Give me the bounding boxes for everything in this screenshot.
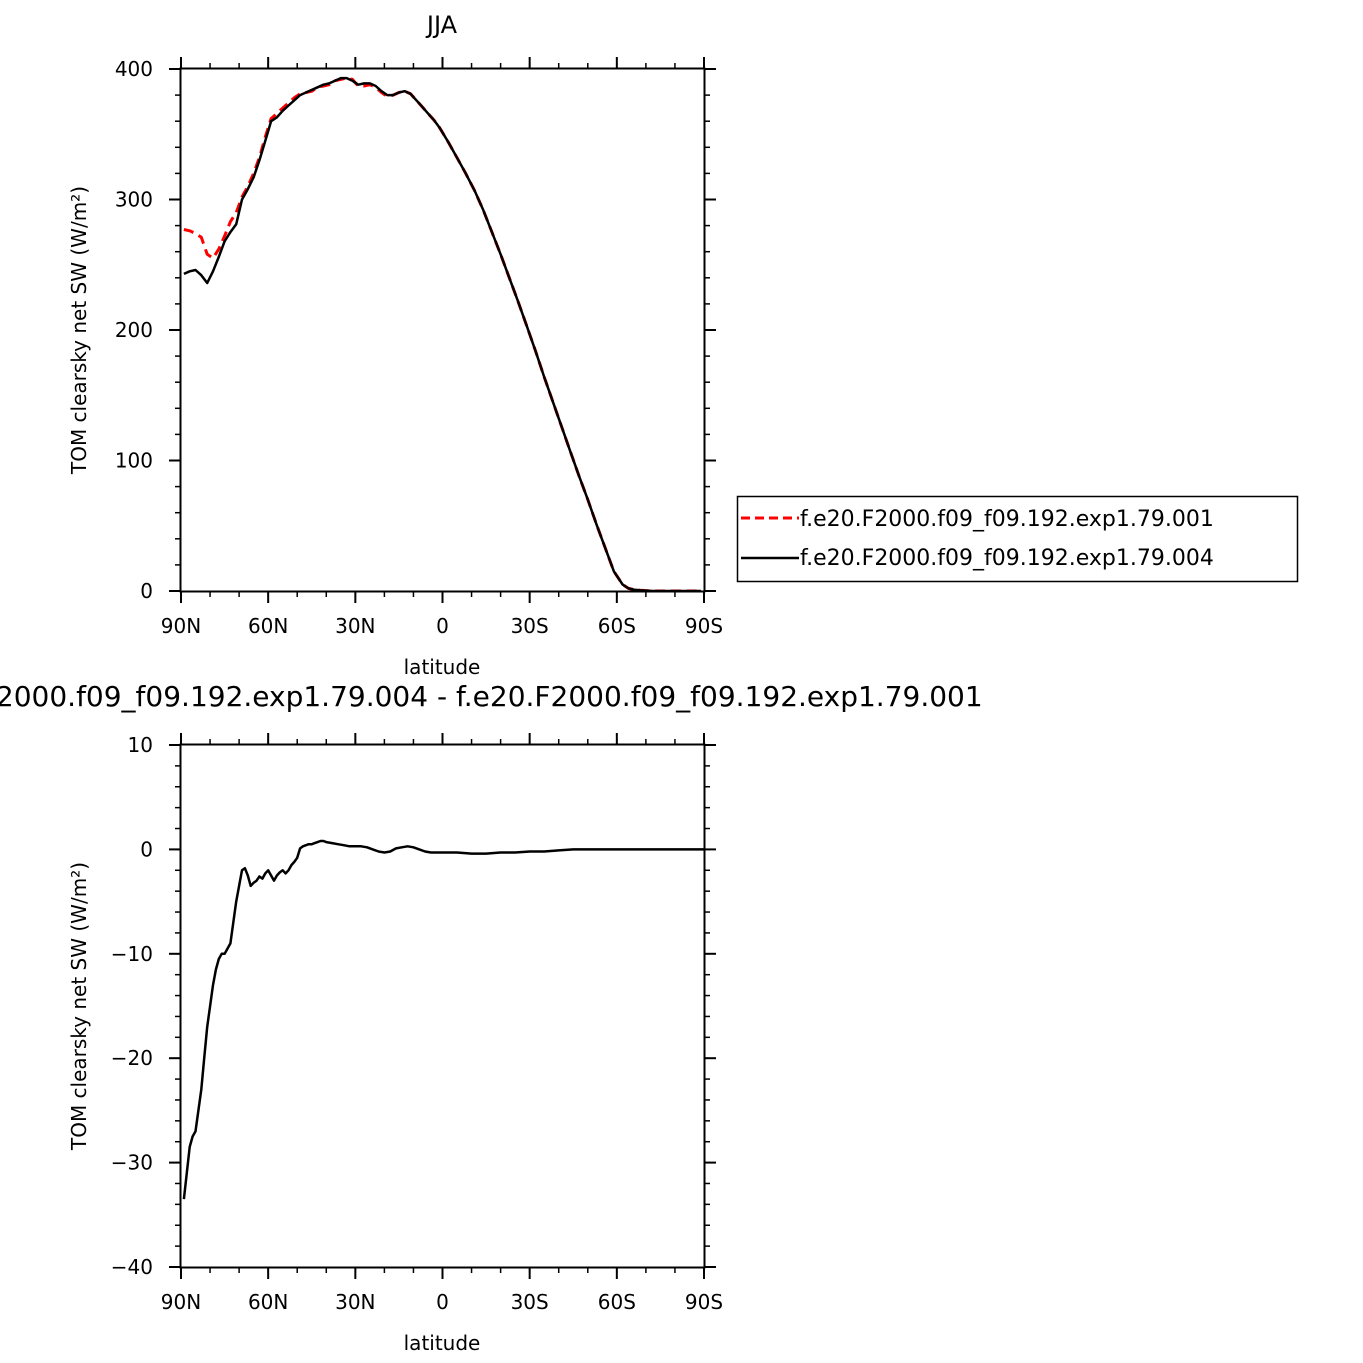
bottom-xtick-label: 90S <box>685 1290 723 1314</box>
top-ytick-label: 0 <box>140 579 153 603</box>
bottom-xtick-label: 30N <box>335 1290 375 1314</box>
bottom-chart-title: f.e20.F2000.f09_f09.192.exp1.79.004 - f.… <box>0 680 983 713</box>
top-xtick-label: 90S <box>685 614 723 638</box>
bottom-xtick-label: 60S <box>598 1290 636 1314</box>
top-xtick-label: 90N <box>161 614 201 638</box>
bottom-axis-ticks: 90N 60N 30N 0 30S 60S 90S −40 −30 −20 −10 0 10 <box>111 733 723 1314</box>
bottom-xtick-label: 90N <box>161 1290 201 1314</box>
top-chart-title: JJA <box>425 11 458 39</box>
top-panel: JJA 90N 60N 30N 0 30S 60S 90S 0 100 200 300 400 lat… <box>67 11 723 679</box>
bottom-xaxis-label: latitude <box>404 1331 481 1355</box>
bottom-ytick-label: −20 <box>111 1046 153 1070</box>
bottom-data-lines <box>182 839 704 1200</box>
bottom-yaxis-label: TOM clearsky net SW (W/m²) <box>67 862 91 1151</box>
top-data-lines <box>183 76 702 593</box>
top-ytick-label: 300 <box>115 188 153 212</box>
top-plot-frame <box>179 67 706 593</box>
legend-label-series-2: f.e20.F2000.f09_f09.192.exp1.79.004 <box>800 546 1214 571</box>
legend-box <box>736 495 1299 583</box>
bottom-ytick-label: −40 <box>111 1255 153 1279</box>
top-ytick-label: 400 <box>115 57 153 81</box>
bottom-plot-frame <box>179 743 706 1269</box>
top-yaxis-label: TOM clearsky net SW (W/m²) <box>67 186 91 475</box>
top-axis-ticks: 90N 60N 30N 0 30S 60S 90S 0 100 200 300 400 <box>115 57 723 638</box>
top-xtick-label: 30S <box>511 614 549 638</box>
bottom-xtick-label: 0 <box>436 1290 449 1314</box>
bottom-panel: f.e20.F2000.f09_f09.192.exp1.79.004 - f.… <box>0 680 983 1355</box>
top-ytick-label: 200 <box>115 318 153 342</box>
bottom-ytick-label: 10 <box>128 733 153 757</box>
legend-label-series-1: f.e20.F2000.f09_f09.192.exp1.79.001 <box>800 507 1214 532</box>
top-series-line-2 <box>183 76 702 593</box>
top-ytick-label: 100 <box>115 449 153 473</box>
top-xtick-label: 60S <box>598 614 636 638</box>
top-xaxis-label: latitude <box>404 655 481 679</box>
bottom-xtick-label: 60N <box>248 1290 288 1314</box>
bottom-ytick-label: −30 <box>111 1151 153 1175</box>
bottom-series-line-1 <box>182 839 704 1200</box>
top-xtick-label: 30N <box>335 614 375 638</box>
bottom-ytick-label: 0 <box>140 837 153 861</box>
top-xtick-label: 0 <box>436 614 449 638</box>
legend: f.e20.F2000.f09_f09.192.exp1.79.001 f.e2… <box>736 495 1299 583</box>
bottom-ytick-label: −10 <box>111 942 153 966</box>
bottom-xtick-label: 30S <box>511 1290 549 1314</box>
top-xtick-label: 60N <box>248 614 288 638</box>
